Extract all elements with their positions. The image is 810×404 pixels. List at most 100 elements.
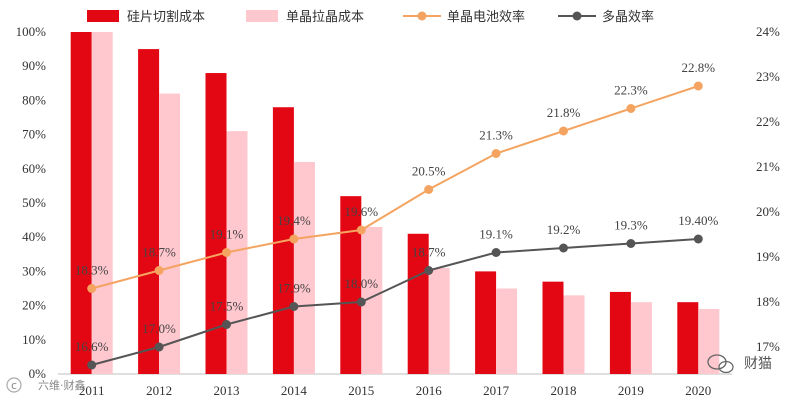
y-left-tick-label: 20% (22, 298, 46, 313)
watermark-right: 财猫 (707, 354, 772, 374)
legend-swatch-marker (572, 11, 582, 21)
y-right-tick-label: 21% (756, 159, 780, 174)
data-label: 16.6% (75, 339, 109, 354)
data-label: 19.40% (678, 213, 718, 228)
series-marker (222, 248, 231, 257)
bar-crystal-pulling-cost (91, 32, 113, 374)
legend-label: 多晶效率 (602, 9, 654, 25)
data-label: 17.9% (277, 281, 311, 296)
bar-cutting-cost (542, 281, 564, 374)
data-label: 19.2% (547, 222, 581, 237)
y-right-tick-label: 22% (756, 114, 780, 129)
data-label: 19.1% (210, 227, 244, 242)
legend-label: 单晶电池效率 (447, 9, 525, 25)
data-label: 17.0% (142, 321, 176, 336)
watermark-left: c 六维·财鑫 (6, 377, 86, 393)
y-left-tick-label: 70% (22, 127, 46, 142)
axes: 0% 10% 20% 30% 40% 50% 60% 70% 80% 90% 100% 17% 18% 1… (16, 24, 780, 398)
bar-crystal-pulling-cost (630, 302, 652, 374)
series-line-multi-efficiency (91, 238, 699, 366)
series-marker (154, 342, 164, 352)
watermark-right-text: 财猫 (744, 356, 772, 372)
data-label: 21.8% (547, 105, 581, 120)
bar-cutting-cost (677, 302, 699, 374)
bar-cutting-cost (205, 73, 227, 374)
watermark-circle-icon (6, 377, 22, 393)
watermark-left-text: 六维·财鑫 (38, 378, 86, 392)
y-right-tick-label: 23% (756, 69, 780, 84)
x-tick-label: 2017 (483, 383, 510, 398)
series-marker (626, 239, 636, 248)
y-right-tick-label: 17% (756, 339, 780, 354)
watermarks: c 六维·财鑫 财猫 (6, 354, 772, 393)
data-label: 18.0% (345, 276, 379, 291)
x-tick-label: 2012 (146, 383, 172, 398)
bar-cutting-cost (475, 271, 497, 374)
x-tick-label: 2019 (618, 383, 644, 398)
y-left-tick-label: 40% (22, 229, 46, 244)
legend-label: 单晶拉晶成本 (286, 10, 364, 25)
data-label: 19.6% (345, 204, 379, 219)
series-marker (559, 126, 568, 136)
y-left-tick-label: 10% (22, 332, 46, 347)
y-right-tick-label: 18% (756, 294, 780, 309)
series-marker (424, 185, 434, 194)
data-label: 18.7% (412, 245, 446, 260)
series-marker (289, 234, 299, 244)
series-marker (693, 234, 703, 244)
series-marker (154, 266, 164, 275)
watermark-c-glyph: c (11, 379, 17, 392)
y-right-tick-label: 24% (756, 24, 780, 39)
y-right-tick-label: 19% (756, 249, 780, 264)
bar-crystal-pulling-cost (293, 161, 315, 374)
series-marker (424, 266, 434, 275)
data-label: 22.3% (614, 83, 648, 98)
legend-swatch (246, 10, 278, 22)
series-marker (87, 284, 97, 293)
data-label: 22.8% (682, 60, 716, 75)
series-marker (491, 248, 501, 257)
bar-crystal-pulling-cost (698, 309, 720, 374)
bar-crystal-pulling-cost (361, 226, 383, 374)
legend-item: 单晶拉晶成本 (246, 10, 364, 25)
series-line-mono-efficiency (91, 85, 699, 290)
data-label: 21.3% (479, 128, 513, 143)
bar-crystal-pulling-cost (496, 288, 518, 374)
y-left-tick-label: 0% (29, 366, 47, 381)
data-label: 18.3% (75, 263, 109, 278)
legend-swatch (87, 10, 119, 22)
legend-item: 多晶效率 (558, 9, 654, 25)
data-label: 19.1% (479, 227, 513, 242)
bar-cutting-cost (138, 49, 160, 374)
data-label: 19.4% (277, 213, 311, 228)
bar-cutting-cost (70, 32, 92, 374)
legend-label: 硅片切割成本 (127, 9, 205, 25)
legend: 硅片切割成本 单晶拉晶成本 单晶电池效率 多晶效率 (87, 9, 654, 25)
series-marker (693, 81, 703, 91)
bar-crystal-pulling-cost (159, 93, 181, 374)
data-label: 20.5% (412, 164, 446, 179)
x-tick-label: 2015 (348, 383, 374, 398)
y-right-tick-label: 20% (756, 204, 780, 219)
x-tick-label: 2018 (551, 383, 577, 398)
series-marker (87, 360, 97, 370)
bar-cutting-cost (609, 291, 631, 374)
series-marker (491, 149, 501, 158)
bars (70, 32, 720, 375)
data-label: 19.3% (614, 218, 648, 233)
x-tick-label: 2016 (416, 383, 443, 398)
legend-item: 单晶电池效率 (403, 9, 525, 25)
series-marker (559, 243, 568, 253)
bar-crystal-pulling-cost (563, 295, 585, 374)
y-left-tick-label: 30% (22, 263, 46, 278)
bar-crystal-pulling-cost (428, 267, 450, 374)
x-tick-label: 2013 (214, 383, 240, 398)
y-left-tick-label: 80% (22, 92, 46, 107)
series-marker (626, 104, 636, 113)
x-tick-label: 2011 (79, 383, 105, 398)
series-marker (289, 302, 299, 311)
series-marker (356, 225, 366, 235)
data-label: 18.7% (142, 245, 176, 260)
data-label: 17.5% (210, 299, 244, 314)
